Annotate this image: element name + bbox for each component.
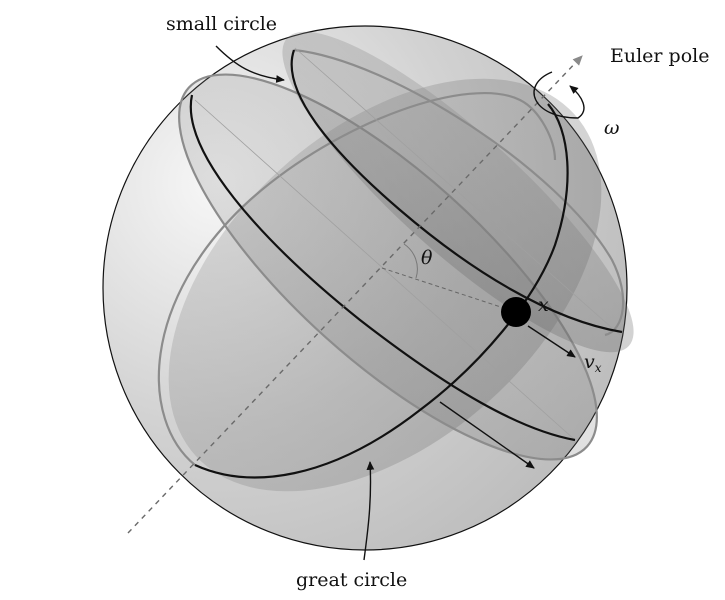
velocity-label-subscript: x	[595, 361, 602, 375]
great-circle-front-outline	[194, 103, 569, 479]
velocity-label-main: v	[584, 351, 595, 373]
small-circle-pointer	[215, 45, 285, 83]
theta-label: θ	[421, 247, 433, 269]
rotation-arrow	[533, 71, 585, 119]
velocity-label: vx	[584, 351, 602, 375]
omega-label: ω	[604, 117, 620, 139]
great-circle-tangent-arrow	[439, 401, 535, 469]
euler-pole-label: Euler pole	[610, 45, 709, 67]
faint-diameter-line-2	[294, 47, 621, 336]
radius-line-to-x	[381, 267, 517, 313]
great-circle-back-outline	[157, 92, 557, 466]
point-x	[501, 297, 531, 327]
faint-diameter-line-1	[194, 99, 576, 441]
theta-arc	[403, 243, 418, 279]
small-circle-label: small circle	[166, 13, 277, 35]
point-x-label: x	[538, 294, 549, 316]
great-circle-label: great circle	[296, 569, 407, 591]
small-circle-back-outline	[293, 48, 625, 337]
great-circle-pointer	[363, 461, 375, 561]
back-circle-dark-outline	[189, 94, 576, 442]
small-circle-outline	[290, 49, 623, 334]
velocity-vector	[527, 325, 576, 358]
